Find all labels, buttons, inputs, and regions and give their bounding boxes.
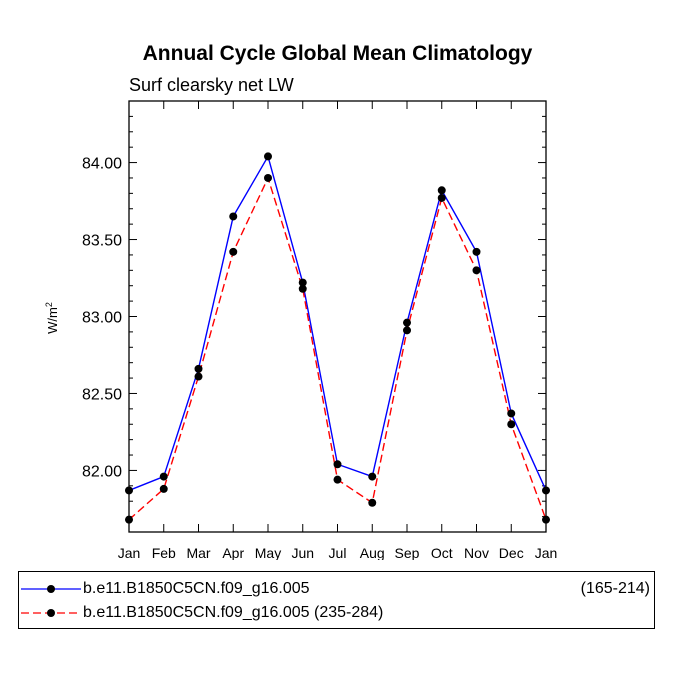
- legend-label-1: b.e11.B1850C5CN.f09_g16.005: [83, 580, 310, 597]
- series-2-point-feb: [159, 484, 168, 493]
- x-tick-label: Nov: [464, 545, 489, 560]
- series-2-point-aug: [368, 498, 377, 507]
- x-tick-label: Jul: [329, 545, 347, 560]
- y-tick-label: 84.00: [82, 156, 122, 173]
- series-1-point-dec: [507, 409, 516, 418]
- y-tick-label: 82.50: [82, 386, 122, 403]
- legend: b.e11.B1850C5CN.f09_g16.005 (165-214) b.…: [18, 571, 655, 629]
- series-2-point-jan: [542, 515, 550, 524]
- legend-entry-2: b.e11.B1850C5CN.f09_g16.005 (235-284): [19, 603, 654, 623]
- y-axis: 82.00 82.50 83.00 83.50 84.00: [82, 100, 546, 518]
- y-tick-label: 82.00: [82, 463, 122, 480]
- legend-line-dashed-red: [21, 609, 81, 617]
- x-axis: Jan Feb Mar Apr May Jun Jul Aug Sep Oct Nov Dec Jan: [118, 101, 558, 560]
- y-tick-label: 83.00: [82, 310, 122, 327]
- x-tick-label: May: [255, 545, 281, 560]
- x-tick-label: Jun: [291, 545, 314, 560]
- legend-label-2: b.e11.B1850C5CN.f09_g16.005 (235-284): [83, 604, 384, 621]
- series-1-point-jul: [333, 460, 342, 469]
- y-tick-label: 83.50: [82, 233, 122, 250]
- series-1-point-jun: [298, 278, 307, 287]
- series-1-point-mar: [194, 364, 203, 373]
- series-2-point-jul: [333, 475, 342, 484]
- series-2-point-apr: [229, 247, 238, 256]
- y-axis-label-text: W/m: [45, 307, 60, 334]
- x-tick-label: Apr: [222, 545, 244, 560]
- y-axis-label-superscript: 2: [44, 302, 54, 307]
- x-tick-label: Oct: [431, 545, 453, 560]
- series-2-point-jan: [125, 515, 133, 524]
- x-tick-label: Feb: [152, 545, 176, 560]
- x-tick-label: Mar: [186, 545, 210, 560]
- series-1-point-aug: [368, 472, 377, 481]
- x-tick-label: Jan: [535, 545, 558, 560]
- x-tick-label: Dec: [499, 545, 524, 560]
- y-axis-label: W/m2: [44, 302, 60, 334]
- series-1-point-jan: [542, 486, 550, 495]
- series-2-point-dec: [507, 420, 516, 429]
- series-2-point-jun: [298, 284, 307, 293]
- series-1-point-apr: [229, 212, 238, 221]
- series-layer: [125, 152, 550, 524]
- series-line-1: [128, 154, 547, 492]
- legend-line-solid-blue: [21, 585, 81, 593]
- legend-range-1: (165-214): [580, 580, 650, 597]
- series-2-point-nov: [472, 266, 481, 275]
- chart-subtitle: Surf clearsky net LW: [129, 75, 294, 95]
- series-1-point-jan: [125, 486, 133, 495]
- chart-title: Annual Cycle Global Mean Climatology: [142, 42, 533, 65]
- x-tick-label: Jan: [118, 545, 141, 560]
- series-1-point-sep: [403, 318, 411, 327]
- series-2-point-sep: [403, 326, 411, 335]
- series-1-point-feb: [159, 472, 168, 481]
- line-chart: 82.00 82.50 83.00 83.50 84.00 Jan Feb Mar Apr Ma…: [44, 100, 558, 560]
- series-1-point-nov: [472, 247, 481, 256]
- x-tick-label: Sep: [395, 545, 420, 560]
- series-1-point-oct: [437, 186, 446, 195]
- series-2-point-mar: [194, 372, 203, 381]
- series-line-2: [128, 176, 547, 521]
- x-tick-label: Aug: [360, 545, 385, 560]
- series-1-point-may: [264, 152, 272, 161]
- legend-entry-1: b.e11.B1850C5CN.f09_g16.005 (165-214): [19, 579, 654, 599]
- series-2-point-oct: [437, 193, 446, 202]
- series-2-point-may: [264, 173, 272, 182]
